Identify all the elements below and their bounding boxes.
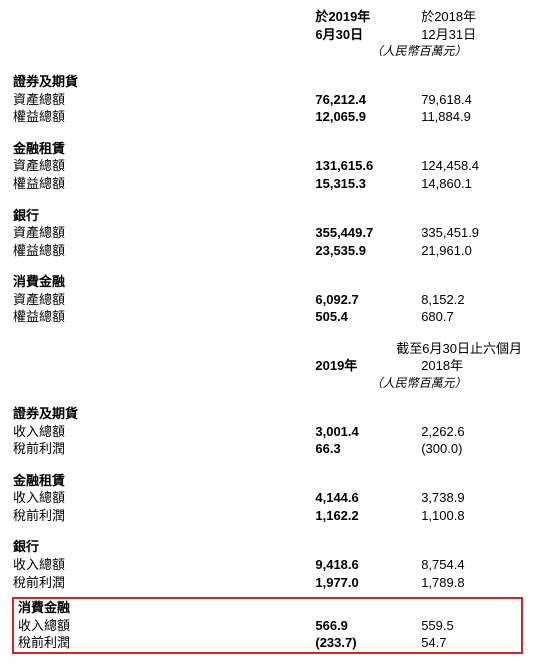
cell-value: 76,212.4 xyxy=(315,91,421,109)
table-row: 稅前利潤 1,162.2 1,100.8 xyxy=(13,507,522,525)
hdr2-super: 截至6月30日止六個月 xyxy=(315,340,522,358)
table-row: 資產總額 131,615.6 124,458.4 xyxy=(13,157,522,175)
table-row: 稅前利潤 1,977.0 1,789.8 xyxy=(13,574,522,592)
cell-value: 6,092.7 xyxy=(315,291,421,309)
cell-value: 11,884.9 xyxy=(421,108,522,126)
header-row: 於2019年 於2018年 xyxy=(13,8,522,26)
hdr2-col1: 2019年 xyxy=(315,357,421,375)
row-label: 收入總額 xyxy=(13,489,315,507)
table-row: 收入總額 566.9 559.5 xyxy=(13,617,522,635)
row-label: 收入總額 xyxy=(13,617,315,635)
cell-value: 9,418.6 xyxy=(315,556,421,574)
cell-value: 505.4 xyxy=(315,308,421,326)
section-bank: 銀行 xyxy=(13,207,315,225)
header-unit-row: （人民幣百萬元） xyxy=(13,43,522,59)
table-row: 權益總額 15,315.3 14,860.1 xyxy=(13,175,522,193)
hdr1-col1-l1: 於2019年 xyxy=(315,8,421,26)
section-bank: 銀行 xyxy=(13,538,315,556)
section-leasing: 金融租賃 xyxy=(13,140,315,158)
cell-value: 1,162.2 xyxy=(315,507,421,525)
table-row: 權益總額 505.4 680.7 xyxy=(13,308,522,326)
table-row: 收入總額 3,001.4 2,262.6 xyxy=(13,423,522,441)
cell-value: 1,977.0 xyxy=(315,574,421,592)
header-unit-row: （人民幣百萬元） xyxy=(13,375,522,391)
table-row: 資產總額 76,212.4 79,618.4 xyxy=(13,91,522,109)
cell-value: 680.7 xyxy=(421,308,522,326)
cell-value: 2,262.6 xyxy=(421,423,522,441)
cell-value: 1,100.8 xyxy=(421,507,522,525)
cell-value: 15,315.3 xyxy=(315,175,421,193)
hdr1-col1-l2: 6月30日 xyxy=(315,26,421,44)
row-label: 權益總額 xyxy=(13,108,315,126)
section-securities: 證券及期貨 xyxy=(13,73,315,91)
section-consumer: 消費金融 xyxy=(13,273,315,291)
cell-value: 4,144.6 xyxy=(315,489,421,507)
table-row: 資產總額 6,092.7 8,152.2 xyxy=(13,291,522,309)
hdr1-col2-l2: 12月31日 xyxy=(421,26,522,44)
header-row: 2019年 2018年 xyxy=(13,357,522,375)
row-label: 資產總額 xyxy=(13,224,315,242)
row-label: 稅前利潤 xyxy=(13,634,315,653)
row-label: 資產總額 xyxy=(13,291,315,309)
cell-value: 54.7 xyxy=(421,634,522,653)
cell-value: (300.0) xyxy=(421,440,522,458)
row-label: 權益總額 xyxy=(13,308,315,326)
row-label: 資產總額 xyxy=(13,157,315,175)
row-label: 稅前利潤 xyxy=(13,574,315,592)
table-row: 稅前利潤 66.3 (300.0) xyxy=(13,440,522,458)
table-row: 收入總額 9,418.6 8,754.4 xyxy=(13,556,522,574)
financial-table: 於2019年 於2018年 6月30日 12月31日 （人民幣百萬元） 證券及期… xyxy=(12,8,523,654)
cell-value: (233.7) xyxy=(315,634,421,653)
row-label: 稅前利潤 xyxy=(13,440,315,458)
cell-value: 21,961.0 xyxy=(421,242,522,260)
row-label: 權益總額 xyxy=(13,175,315,193)
row-label: 權益總額 xyxy=(13,242,315,260)
header-row: 6月30日 12月31日 xyxy=(13,26,522,44)
hdr1-col2-l1: 於2018年 xyxy=(421,8,522,26)
cell-value: 8,754.4 xyxy=(421,556,522,574)
table-row: 資產總額 355,449.7 335,451.9 xyxy=(13,224,522,242)
cell-value: 14,860.1 xyxy=(421,175,522,193)
cell-value: 66.3 xyxy=(315,440,421,458)
cell-value: 23,535.9 xyxy=(315,242,421,260)
header-row: 截至6月30日止六個月 xyxy=(13,340,522,358)
row-label: 收入總額 xyxy=(13,423,315,441)
cell-value: 559.5 xyxy=(421,617,522,635)
cell-value: 124,458.4 xyxy=(421,157,522,175)
cell-value: 1,789.8 xyxy=(421,574,522,592)
table-row: 稅前利潤 (233.7) 54.7 xyxy=(13,634,522,653)
table-row: 收入總額 4,144.6 3,738.9 xyxy=(13,489,522,507)
cell-value: 12,065.9 xyxy=(315,108,421,126)
section-leasing: 金融租賃 xyxy=(13,472,315,490)
cell-value: 79,618.4 xyxy=(421,91,522,109)
row-label: 收入總額 xyxy=(13,556,315,574)
cell-value: 8,152.2 xyxy=(421,291,522,309)
highlight-box: 消費金融 xyxy=(13,598,522,617)
table-row: 權益總額 12,065.9 11,884.9 xyxy=(13,108,522,126)
cell-value: 335,451.9 xyxy=(421,224,522,242)
cell-value: 131,615.6 xyxy=(315,157,421,175)
hdr2-col2: 2018年 xyxy=(421,357,522,375)
cell-value: 3,738.9 xyxy=(421,489,522,507)
row-label: 稅前利潤 xyxy=(13,507,315,525)
unit-label: （人民幣百萬元） xyxy=(315,375,522,391)
row-label: 資產總額 xyxy=(13,91,315,109)
section-securities: 證券及期貨 xyxy=(13,405,315,423)
cell-value: 566.9 xyxy=(315,617,421,635)
table-row: 權益總額 23,535.9 21,961.0 xyxy=(13,242,522,260)
cell-value: 3,001.4 xyxy=(315,423,421,441)
unit-label: （人民幣百萬元） xyxy=(315,43,522,59)
cell-value: 355,449.7 xyxy=(315,224,421,242)
section-consumer: 消費金融 xyxy=(13,598,315,617)
